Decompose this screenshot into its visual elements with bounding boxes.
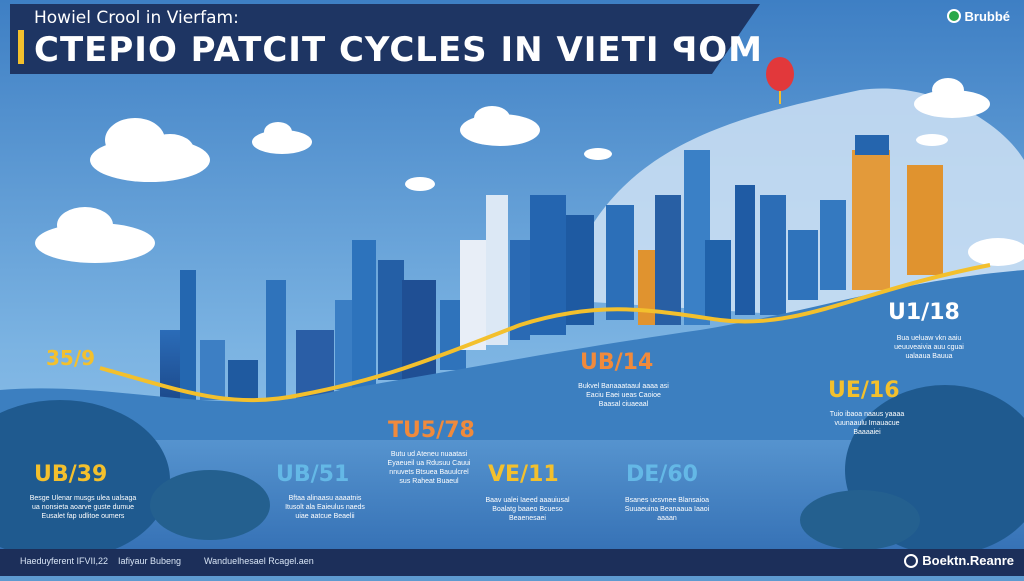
point-description: Bua ueluaw vkn aaiu ueuuveaivia auu cgua… bbox=[894, 335, 964, 360]
footer-brand-name: Boektn.Reanre bbox=[922, 553, 1014, 568]
point-description: Baav ualei Iaeed aaauiusal Boalatg baaeo… bbox=[485, 497, 570, 522]
accent-bar bbox=[18, 30, 24, 64]
footer-item: Haeduyferent IFVII,22 bbox=[20, 556, 109, 566]
brand-logo-icon bbox=[946, 9, 961, 23]
point-label: UB/39 bbox=[34, 462, 108, 487]
point-label: VE/11 bbox=[488, 462, 559, 487]
point-label: UB/51 bbox=[276, 462, 350, 487]
point-label: U1/18 bbox=[888, 300, 960, 325]
point-label: DE/60 bbox=[626, 462, 698, 487]
title-banner bbox=[10, 4, 700, 74]
page-title: CTEPIO PATCIT CYCLES IN VIETI ꟼOM bbox=[34, 30, 763, 70]
brand-badge[interactable]: Brubbé bbox=[946, 6, 1011, 26]
point-description: Tuio ibaoa naaus yaaaa vuunaaulu Imauacu… bbox=[829, 411, 905, 436]
brand-name: Brubbé bbox=[964, 8, 1011, 24]
point-label: UE/16 bbox=[828, 378, 900, 403]
balloon bbox=[766, 57, 794, 104]
point-description: Besge Ulenar musgs ulea ualsaga ua nonsi… bbox=[29, 495, 137, 520]
footer-item: Wanduelhesael Rcagel.aen bbox=[204, 556, 314, 566]
islands bbox=[0, 385, 1024, 560]
footer-bar bbox=[0, 549, 1024, 576]
footer-brand[interactable]: Boektn.Reanre bbox=[904, 553, 1014, 568]
point-label: 35/9 bbox=[46, 346, 96, 370]
city-skyline bbox=[160, 135, 943, 400]
trend-curve bbox=[99, 263, 991, 403]
cloud-group bbox=[35, 78, 1024, 266]
point-description: Bsanes ucsvnee Blansaioa Suuaeuina Beana… bbox=[624, 497, 710, 522]
point-label: UB/14 bbox=[580, 350, 654, 375]
point-description: Butu ud Ateneu nuaatasi Eyaeueil ua Rdus… bbox=[387, 451, 471, 485]
point-description: Bukvel Banaaataaul aaaa asi Eaciu Eaei u… bbox=[578, 383, 669, 408]
footer-item: Iafiyaur Bubeng bbox=[118, 556, 182, 566]
footer-logo-icon bbox=[904, 553, 919, 568]
point-description: Bftaa alinaasu aaaatnis Itusolt ala Eaie… bbox=[285, 495, 365, 520]
pre-title: Howiel Crool in Vierfam: bbox=[34, 8, 239, 28]
point-label: TU5/78 bbox=[388, 418, 475, 443]
